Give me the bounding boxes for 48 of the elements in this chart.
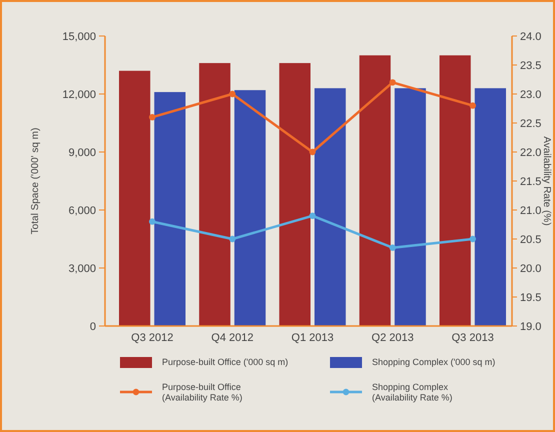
x-tick-label: Q1 2013 xyxy=(291,332,334,344)
y-tick-label: 6,000 xyxy=(68,204,96,217)
y2-tick-label: 19.0 xyxy=(520,320,542,333)
legend-label: Purpose-built Office ('000 sq m) xyxy=(162,357,288,368)
point xyxy=(389,244,396,251)
point xyxy=(309,212,316,219)
y2-tick-label: 20.0 xyxy=(520,262,542,275)
y2-tick-label: 24.0 xyxy=(520,30,542,43)
point xyxy=(470,236,476,242)
point xyxy=(229,90,236,98)
y2-tick-label: 22.5 xyxy=(520,118,542,130)
legend-label: Shopping Complex ('000 sq m) xyxy=(372,357,496,368)
y2-tick-label: 22.0 xyxy=(520,146,542,159)
x-tick-label: Q4 2012 xyxy=(211,332,254,344)
y-tick-label: 15,000 xyxy=(62,30,96,43)
bar xyxy=(154,92,186,326)
y-axis-title: Total Space ('000' sq m) xyxy=(30,128,41,234)
x-tick-label: Q2 2013 xyxy=(372,332,414,344)
y-tick-label: 9,000 xyxy=(68,146,96,159)
point xyxy=(389,79,396,86)
legend-label: Shopping Complex (Availability Rate %) xyxy=(372,382,452,402)
bar xyxy=(119,70,150,326)
point xyxy=(309,148,316,156)
bar xyxy=(359,55,391,326)
bar xyxy=(439,55,471,326)
y2-tick-label: 21.0 xyxy=(520,204,542,217)
y-tick-label: 0 xyxy=(90,320,96,333)
y-tick-label: 12,000 xyxy=(62,88,96,101)
y2-tick-label: 20.5 xyxy=(520,234,542,246)
bar xyxy=(199,63,230,326)
y2-tick-label: 23.0 xyxy=(520,88,542,101)
point xyxy=(229,236,236,242)
point xyxy=(149,114,156,120)
bar xyxy=(234,90,266,326)
point xyxy=(470,102,476,109)
x-tick-label: Q3 2012 xyxy=(131,332,174,344)
bar xyxy=(394,88,426,326)
y-tick-label: 3,000 xyxy=(68,262,96,275)
y2-axis-title: Availability Rate (%) xyxy=(541,136,552,226)
y2-tick-label: 23.5 xyxy=(520,60,542,72)
y2-tick-label: 19.5 xyxy=(520,292,542,304)
point xyxy=(149,218,156,225)
legend-label: Purpose-built Office (Availability Rate %) xyxy=(162,382,242,402)
y2-tick-label: 21.5 xyxy=(520,176,542,188)
bar xyxy=(314,88,346,326)
x-tick-label: Q3 2013 xyxy=(452,332,494,344)
bar xyxy=(279,63,310,326)
bar xyxy=(474,88,506,326)
